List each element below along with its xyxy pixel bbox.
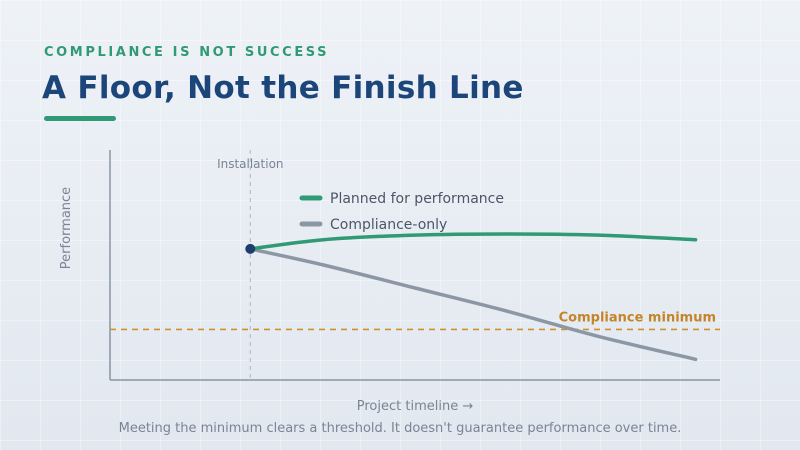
slide-title: A Floor, Not the Finish Line: [42, 70, 524, 106]
caption-text: Meeting the minimum clears a threshold. …: [118, 421, 682, 436]
title-underline: [44, 116, 116, 121]
legend-label-0: Planned for performance: [330, 191, 504, 207]
chart-legend: Planned for performance Compliance-only: [299, 191, 504, 233]
chart-annotations: Installation Compliance minimum: [110, 150, 720, 380]
chart-axes: Project timeline → Performance: [59, 150, 720, 414]
installation-point-marker: [245, 243, 256, 254]
installation-label: Installation: [217, 157, 283, 171]
eyebrow-label: COMPLIANCE IS NOT SUCCESS: [44, 45, 330, 60]
chart-series: [245, 232, 698, 362]
legend-label-1: Compliance-only: [330, 217, 447, 233]
x-axis-label: Project timeline →: [357, 399, 474, 414]
y-axis-label: Performance: [59, 187, 74, 269]
compliance-minimum-label: Compliance minimum: [559, 310, 716, 325]
series-line-compliance-only: [248, 247, 698, 362]
series-line-planned-for-performance: [248, 232, 698, 251]
